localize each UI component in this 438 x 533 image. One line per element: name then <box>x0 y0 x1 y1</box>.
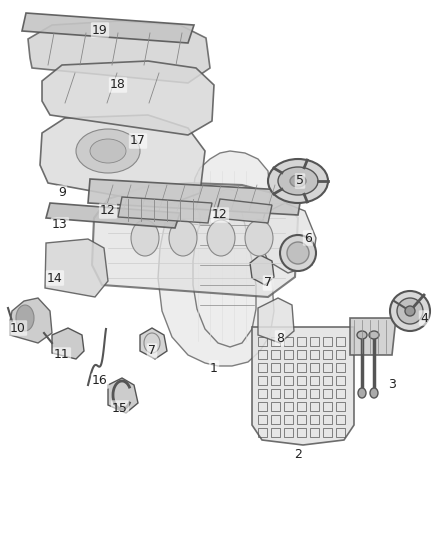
Ellipse shape <box>397 298 423 324</box>
Polygon shape <box>92 183 298 297</box>
Ellipse shape <box>405 306 415 316</box>
Ellipse shape <box>369 331 379 339</box>
Polygon shape <box>258 203 316 273</box>
Text: 3: 3 <box>388 378 396 392</box>
Text: 7: 7 <box>264 277 272 289</box>
Ellipse shape <box>76 129 140 173</box>
Text: 11: 11 <box>54 349 70 361</box>
Text: 19: 19 <box>92 23 108 36</box>
Text: 18: 18 <box>110 78 126 92</box>
Polygon shape <box>140 328 167 359</box>
Ellipse shape <box>278 167 318 195</box>
Polygon shape <box>108 378 138 413</box>
Polygon shape <box>52 328 84 359</box>
Text: 8: 8 <box>276 332 284 344</box>
Ellipse shape <box>290 175 306 187</box>
Polygon shape <box>10 298 52 343</box>
Text: 15: 15 <box>112 401 128 415</box>
Ellipse shape <box>16 305 34 331</box>
Text: 6: 6 <box>304 231 312 245</box>
Ellipse shape <box>169 220 197 256</box>
Polygon shape <box>350 318 396 355</box>
Polygon shape <box>28 21 210 83</box>
Ellipse shape <box>287 242 309 264</box>
Polygon shape <box>250 255 274 285</box>
Text: 1: 1 <box>210 361 218 375</box>
Polygon shape <box>46 203 180 228</box>
Ellipse shape <box>245 220 273 256</box>
Ellipse shape <box>268 159 328 203</box>
Text: 2: 2 <box>294 448 302 462</box>
Polygon shape <box>158 151 274 366</box>
Text: 9: 9 <box>58 187 66 199</box>
Ellipse shape <box>390 291 430 331</box>
Text: 5: 5 <box>296 174 304 188</box>
Polygon shape <box>258 298 294 343</box>
Polygon shape <box>45 239 108 297</box>
Polygon shape <box>252 327 354 445</box>
Text: 14: 14 <box>47 271 63 285</box>
Text: 17: 17 <box>130 134 146 148</box>
Ellipse shape <box>90 139 126 163</box>
Polygon shape <box>42 61 214 135</box>
Ellipse shape <box>357 331 367 339</box>
Polygon shape <box>88 179 302 215</box>
Polygon shape <box>40 115 205 205</box>
Ellipse shape <box>207 220 235 256</box>
Text: 16: 16 <box>92 375 108 387</box>
Text: 7: 7 <box>148 344 156 358</box>
Text: 13: 13 <box>52 219 68 231</box>
Ellipse shape <box>131 220 159 256</box>
Text: 12: 12 <box>100 205 116 217</box>
Polygon shape <box>22 13 194 43</box>
Ellipse shape <box>370 388 378 398</box>
Text: 4: 4 <box>420 311 428 325</box>
Polygon shape <box>215 199 272 223</box>
Text: 10: 10 <box>10 321 26 335</box>
Text: 12: 12 <box>212 208 228 222</box>
Polygon shape <box>118 197 212 223</box>
Ellipse shape <box>280 235 316 271</box>
Ellipse shape <box>358 388 366 398</box>
